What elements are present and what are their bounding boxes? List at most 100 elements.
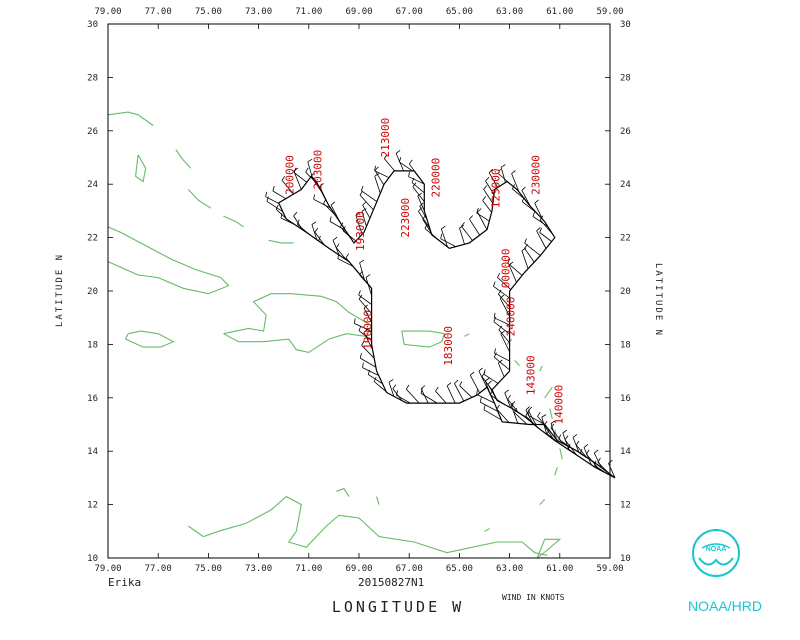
wind-barb: [498, 289, 510, 308]
lat-tick-label-left: 28: [87, 73, 98, 83]
wind-barb: [476, 389, 495, 404]
wind-units-label: WIND IN KNOTS: [502, 593, 565, 602]
coastline-segment: [544, 386, 553, 399]
storm-name: Erika: [108, 576, 141, 589]
lon-tick-label-bottom: 69.00: [345, 564, 372, 574]
coastline-segment: [539, 365, 543, 372]
coastline-segment: [484, 528, 490, 532]
wind-barb: [374, 166, 385, 186]
lat-tick-label-right: 28: [620, 73, 631, 83]
coastline-segment: [223, 215, 244, 228]
wind-barb: [417, 192, 425, 211]
lat-tick-label-right: 22: [620, 234, 631, 244]
coastline-segment: [539, 498, 546, 505]
wind-barb: [353, 318, 372, 332]
wind-barb: [293, 167, 302, 190]
time-label: 143000: [525, 355, 538, 395]
lon-tick-label-top: 73.00: [245, 7, 272, 17]
wind-barb: [583, 443, 592, 466]
lat-tick-label-right: 14: [620, 447, 631, 457]
wind-barb: [504, 389, 512, 408]
wind-barb: [374, 165, 390, 179]
coastline-segment: [124, 330, 175, 348]
wind-barb: [469, 371, 481, 394]
time-label: 000000: [500, 249, 513, 289]
flight-id: 20150827N1: [358, 576, 424, 589]
coastline-segment: [187, 495, 548, 556]
wind-barb: [483, 185, 494, 204]
coastline-segment: [187, 189, 212, 209]
time-label: 190000: [362, 310, 375, 350]
lon-tick-label-bottom: 75.00: [195, 564, 222, 574]
lat-tick-label-left: 14: [87, 447, 98, 457]
wind-barb: [281, 175, 294, 195]
wind-barb: [398, 157, 413, 172]
wind-barb: [469, 215, 481, 236]
lon-tick-label-top: 59.00: [596, 7, 623, 17]
wind-barb: [521, 247, 529, 269]
time-label: 213000: [379, 118, 392, 158]
wind-barb: [305, 167, 318, 185]
wind-barb: [499, 294, 510, 317]
lon-tick-label-bottom: 71.00: [295, 564, 322, 574]
lat-tick-label-left: 30: [87, 20, 98, 30]
wind-barb: [363, 304, 372, 323]
time-label-layer: 200000 203000 213000 220000 223000 193000 2300…: [284, 118, 566, 425]
wind-barb: [593, 449, 602, 468]
lat-tick-label-left: 22: [87, 234, 98, 244]
wind-barb: [396, 390, 411, 404]
coastline-segment: [107, 111, 154, 126]
coastline-segment: [401, 330, 446, 348]
wind-barb: [440, 233, 456, 247]
lon-tick-label-top: 65.00: [446, 7, 473, 17]
lon-tick-label-bottom: 61.00: [546, 564, 573, 574]
wind-barb: [361, 208, 367, 227]
time-label: 203000: [311, 150, 324, 190]
time-label: 140000: [552, 385, 565, 425]
coastline-segment: [554, 467, 558, 476]
time-label: 230000: [530, 155, 543, 195]
lon-tick-label-top: 79.00: [94, 7, 121, 17]
lon-tick-label-bottom: 77.00: [145, 564, 172, 574]
wind-barb: [527, 410, 545, 425]
time-label: 200000: [284, 155, 297, 195]
lon-tick-label-bottom: 73.00: [245, 564, 272, 574]
wind-barb: [454, 379, 465, 402]
wind-barb: [459, 381, 473, 398]
y-axis-title-right: LATITUDE N: [653, 263, 663, 337]
wind-barb: [497, 359, 505, 378]
lat-tick-label-right: 26: [620, 127, 631, 137]
wind-barb: [541, 414, 548, 435]
wind-barb: [493, 312, 510, 326]
wind-barb: [392, 384, 403, 401]
wind-barb: [483, 404, 502, 421]
lat-tick-label-right: 16: [620, 394, 631, 404]
wind-barb: [485, 177, 495, 195]
wind-barb: [536, 227, 547, 249]
lat-tick-label-left: 18: [87, 340, 98, 350]
wind-barb: [388, 379, 395, 397]
wind-barb: [365, 274, 372, 296]
wind-barb: [459, 224, 465, 245]
lat-tick-label-left: 24: [87, 180, 98, 190]
wind-barb: [412, 182, 425, 203]
coastline-segment: [175, 149, 192, 169]
wind-barb: [307, 158, 313, 178]
wind-barb: [362, 201, 371, 219]
coastline-segment: [268, 239, 294, 244]
lat-tick-label-right: 18: [620, 340, 631, 350]
wind-barb: [479, 397, 499, 412]
agency-label: NOAA/HRD: [688, 598, 762, 614]
wind-barb: [507, 258, 523, 276]
noaa-logo: NOAA: [692, 529, 740, 577]
lat-tick-label-left: 16: [87, 394, 98, 404]
coastline-layer: [107, 111, 563, 559]
coastline-segment: [549, 408, 553, 420]
x-axis-title: LONGITUDE W: [332, 598, 464, 616]
lon-tick-label-top: 77.00: [145, 7, 172, 17]
lat-tick-label-left: 12: [87, 501, 98, 511]
wind-barb: [510, 401, 519, 424]
wind-barb: [507, 394, 519, 413]
time-label: 123000: [490, 168, 503, 208]
